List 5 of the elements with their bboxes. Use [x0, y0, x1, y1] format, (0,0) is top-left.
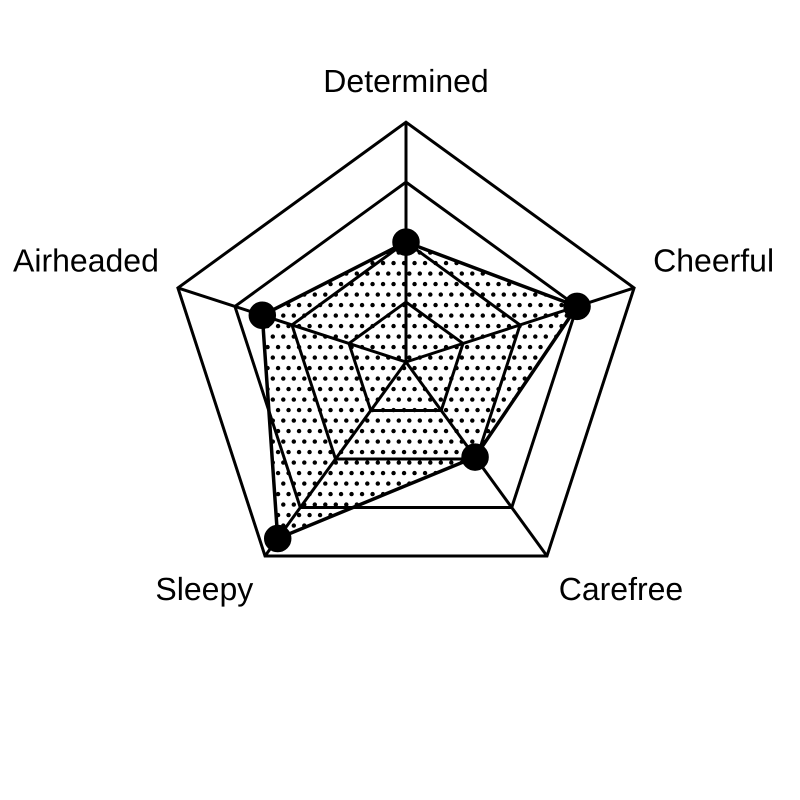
spoke-label: Cheerful [653, 242, 774, 278]
spoke-label: Carefree [558, 571, 684, 608]
spoke-label: Airheaded [13, 242, 159, 278]
spoke-label: Determined [323, 62, 489, 99]
spoke-label: Sleepy [155, 571, 254, 608]
